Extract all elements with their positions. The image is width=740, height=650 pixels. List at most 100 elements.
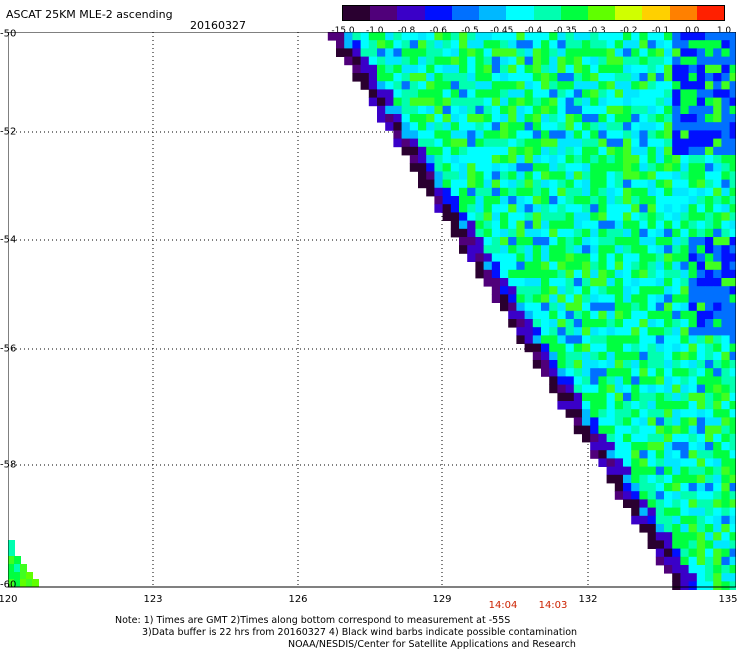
swath-cell (483, 163, 493, 172)
swath-cell (459, 89, 468, 98)
swath-cell (688, 433, 698, 443)
swath-cell (541, 130, 550, 139)
swath-cell (606, 146, 616, 156)
swath-cell (549, 319, 558, 328)
swath-cell (442, 32, 452, 41)
swath-cell (655, 368, 665, 377)
swath-cell (475, 155, 484, 164)
swath-cell (508, 122, 517, 131)
swath-cell (590, 261, 599, 271)
swath-cell (713, 409, 722, 418)
swath-cell (639, 351, 648, 361)
swath-cell (582, 310, 591, 320)
swath-cell (729, 474, 736, 484)
swath-cell (696, 89, 706, 98)
swath-cell (524, 237, 534, 246)
swath-cell (516, 253, 525, 262)
swath-cell (598, 220, 607, 230)
swath-cell (573, 368, 583, 377)
swath-cell (385, 81, 394, 90)
swath-cell (532, 163, 542, 172)
swath-cell (508, 171, 517, 180)
swath-cell (541, 171, 550, 180)
swath-cell (623, 302, 632, 312)
swath-cell (655, 450, 665, 459)
swath-cell (614, 122, 624, 131)
swath-cell (655, 392, 665, 402)
swath-cell (655, 343, 665, 353)
swath-cell (664, 548, 673, 558)
swath-cell (385, 56, 394, 66)
swath-cell (688, 212, 698, 221)
swath-cell (573, 212, 583, 221)
swath-cell (368, 32, 378, 41)
swath-cell (598, 294, 607, 303)
swath-cell (606, 392, 616, 402)
swath-cell (647, 155, 657, 164)
colorbar (342, 5, 725, 21)
swath-cell (459, 204, 468, 213)
swath-cell (713, 155, 722, 164)
swath-cell (721, 253, 730, 262)
swath-cell (524, 228, 534, 238)
swath-cell (557, 56, 566, 66)
swath-cell (696, 384, 706, 394)
swath-cell (573, 204, 583, 213)
swath-cell (664, 179, 673, 189)
swath-cell (631, 269, 640, 279)
swath-cell (680, 56, 689, 66)
swath-cell (426, 171, 435, 180)
swath-cell (573, 171, 583, 180)
swath-cell (557, 228, 566, 238)
swath-cell (475, 73, 484, 82)
swath-cell (598, 81, 607, 90)
swath-cell (664, 351, 673, 361)
swath-cell (696, 97, 706, 107)
swath-cell (688, 524, 698, 533)
swath-cell (549, 212, 558, 221)
swath-cell (639, 425, 648, 435)
swath-cell (680, 351, 689, 361)
swath-cell (459, 97, 468, 107)
swath-cell (352, 48, 361, 57)
swath-cell (721, 417, 730, 426)
swath-cell (483, 253, 493, 262)
swath-cell (442, 40, 452, 49)
swath-cell (729, 155, 736, 164)
swath-cell (721, 228, 730, 238)
swath-cell (467, 253, 476, 262)
swath-cell (672, 220, 681, 230)
swath-cell (483, 122, 493, 131)
swath-cell (623, 343, 632, 353)
swath-cell (647, 384, 657, 394)
swath-cell (672, 417, 681, 426)
swath-cell (664, 97, 673, 107)
swath-cell (631, 433, 640, 443)
swath-cell (614, 327, 624, 336)
swath-cell (573, 319, 583, 328)
swath-cell (606, 105, 616, 115)
swath-cell (524, 114, 534, 123)
swath-cell (614, 212, 624, 221)
swath-cell (442, 122, 452, 131)
swath-cell (721, 237, 730, 246)
swath-cell (377, 64, 386, 74)
swath-cell (721, 294, 730, 303)
swath-cell (721, 343, 730, 353)
swath-cell (582, 138, 591, 148)
swath-cell (680, 89, 689, 98)
swath-cell (573, 81, 583, 90)
lat-label-56: -56 (0, 343, 17, 355)
swath-cell (598, 64, 607, 74)
swath-cell (590, 384, 599, 394)
swath-cell (401, 81, 411, 90)
swath-cell (688, 409, 698, 418)
swath-cell (713, 89, 722, 98)
swath-cell (426, 163, 435, 172)
swath-cell (623, 196, 632, 205)
swath-cell (639, 171, 648, 180)
swath-cell (434, 73, 443, 82)
swath-cell (688, 146, 698, 156)
swath-cell (680, 310, 689, 320)
swath-cell (459, 179, 468, 189)
